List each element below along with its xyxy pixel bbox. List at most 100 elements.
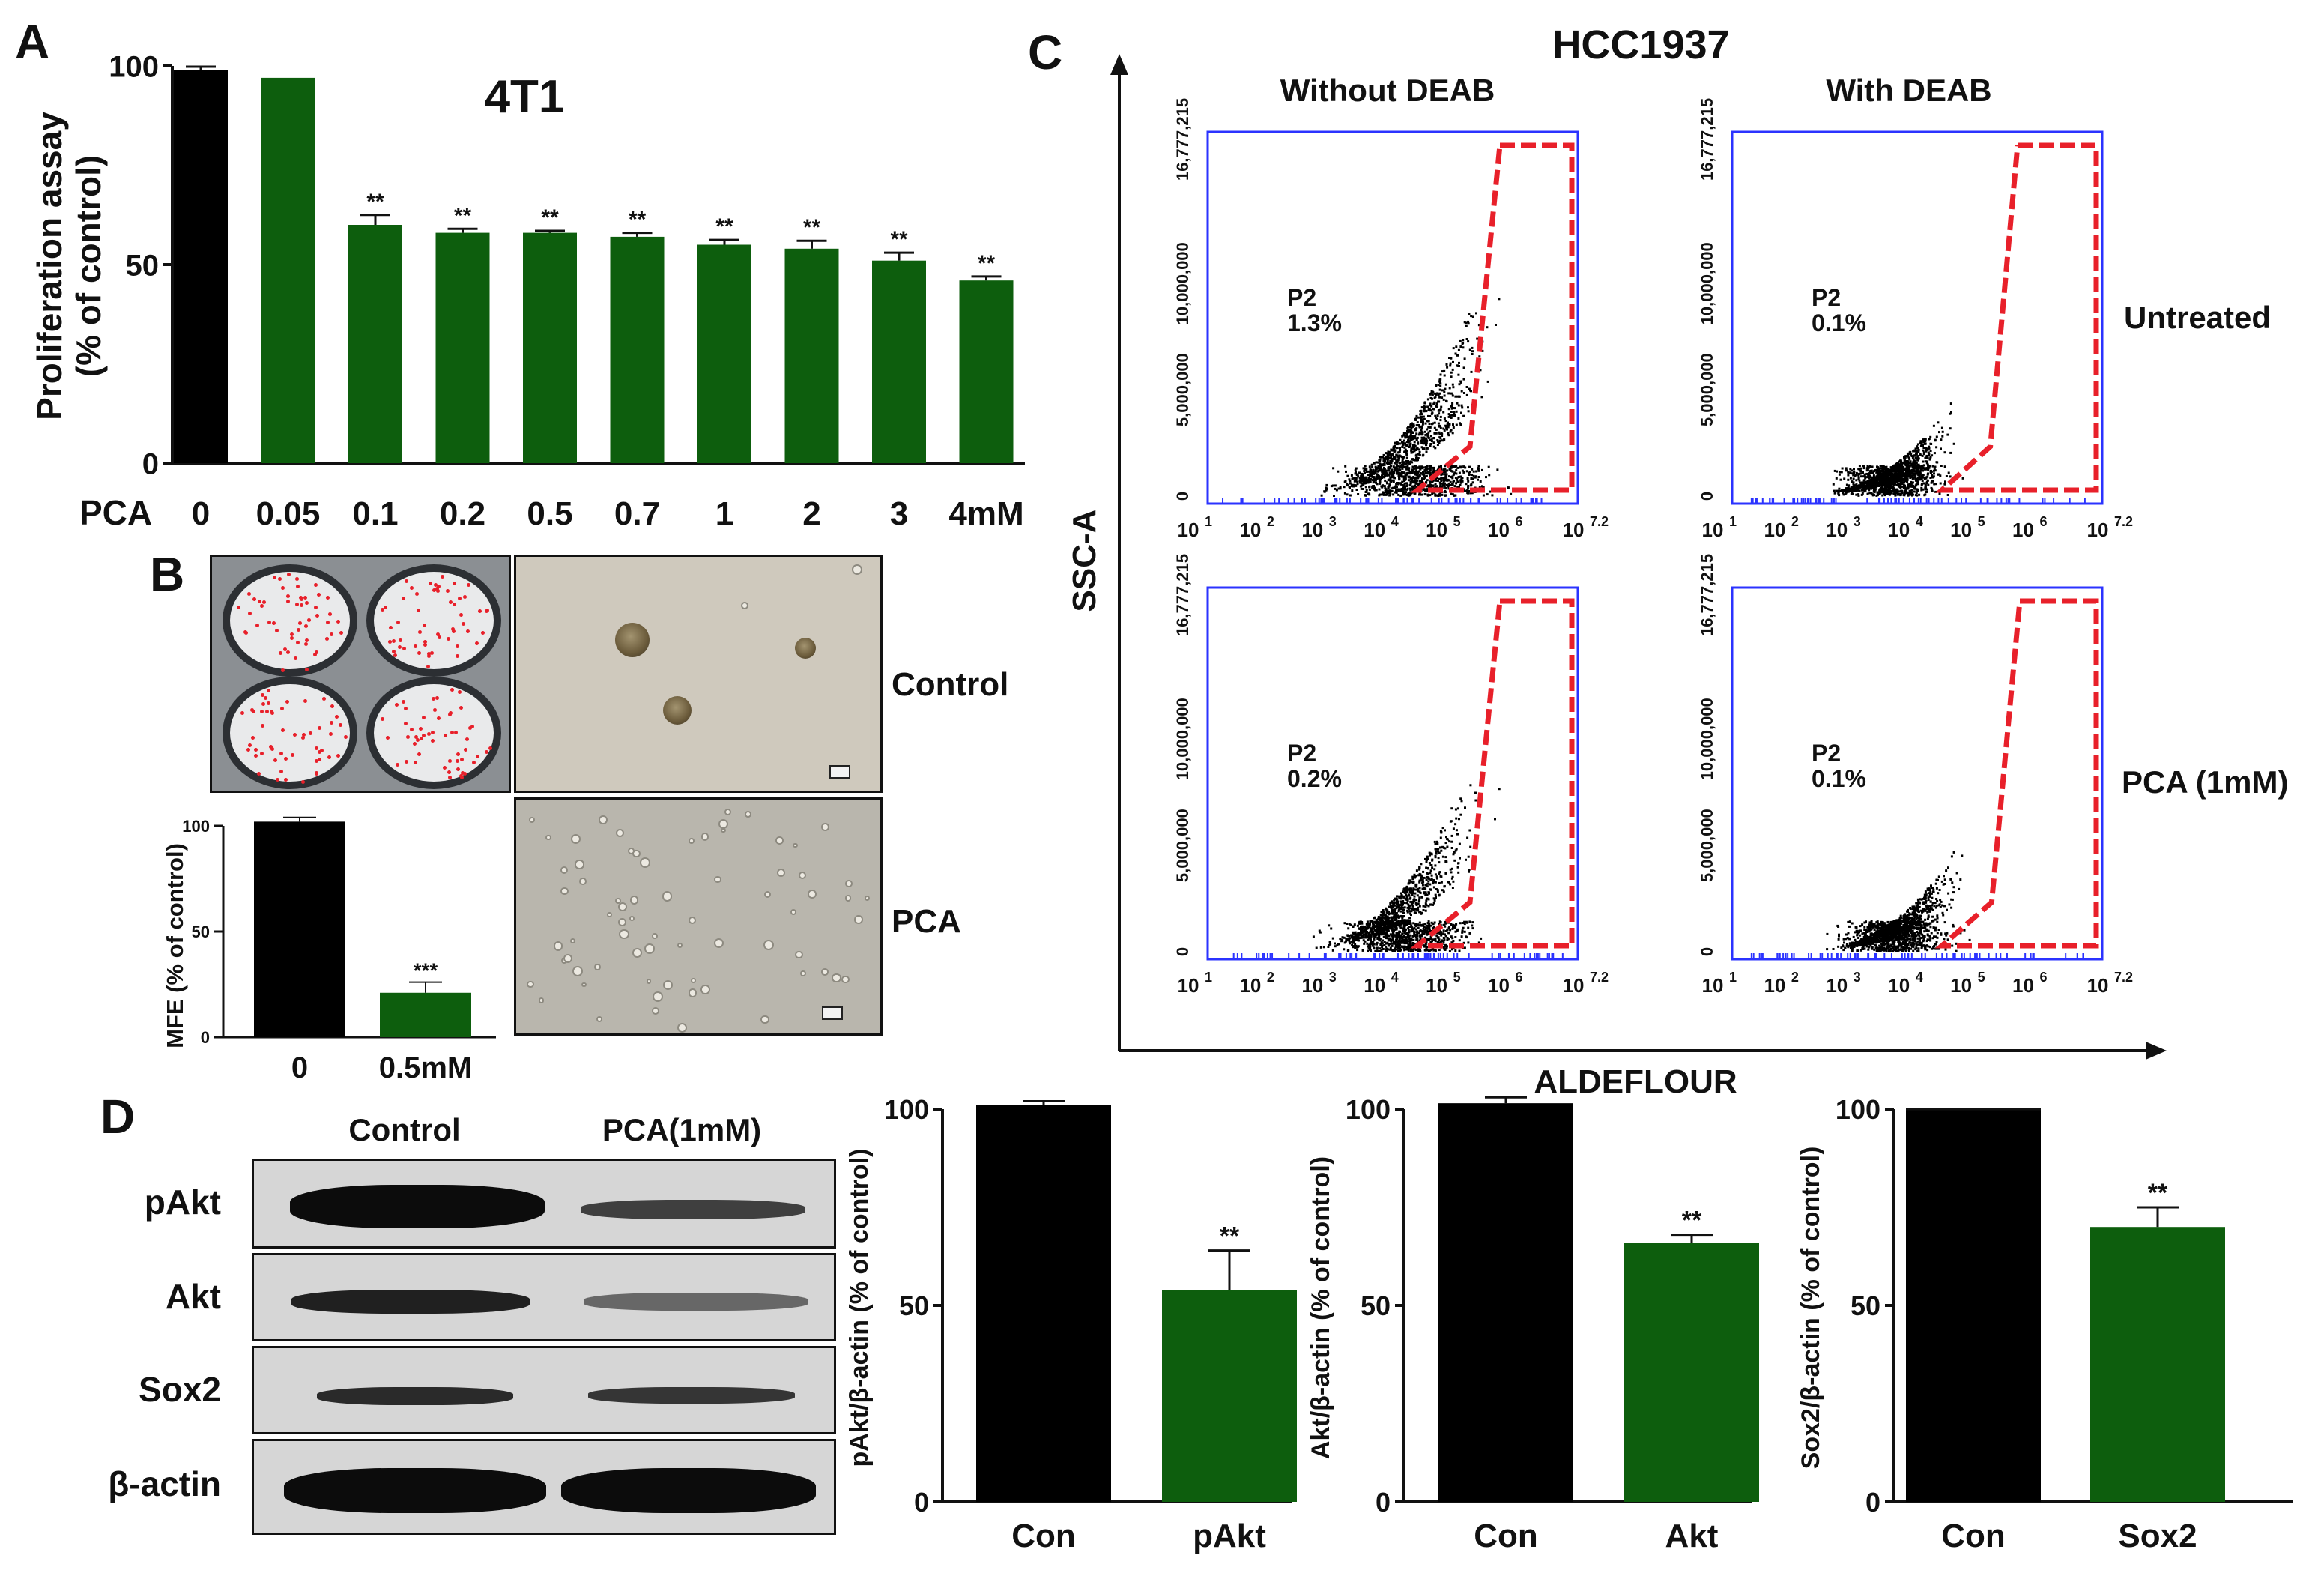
flow-event [1353, 480, 1356, 483]
flow-event [1436, 840, 1438, 843]
flow-event [1459, 380, 1462, 383]
flow-event [1389, 948, 1392, 951]
flow-event [1366, 920, 1369, 923]
flow-event [1373, 946, 1376, 949]
flow-event [1447, 413, 1450, 416]
flow-event [1384, 491, 1387, 494]
flow-event [1467, 487, 1470, 490]
flow-event [1481, 349, 1484, 352]
flow-event [1456, 395, 1459, 398]
flow-event [1912, 472, 1915, 475]
flow-event [1399, 936, 1402, 939]
flow-event [1408, 484, 1411, 487]
flow-event [1907, 456, 1910, 459]
flow-event [1407, 929, 1410, 932]
flow-event [1430, 412, 1433, 415]
flow-event [1400, 456, 1403, 459]
flow-event [1456, 807, 1459, 810]
flow-event [1425, 444, 1428, 447]
flow-event [1407, 437, 1410, 440]
flow-event [1379, 932, 1382, 935]
flow-event [1447, 881, 1450, 884]
flow-event [1940, 465, 1943, 467]
flow-event [1471, 492, 1474, 495]
flow-event [1455, 423, 1458, 426]
flow-event [1386, 909, 1389, 912]
flow-event [1498, 788, 1501, 791]
flow-event [1481, 485, 1483, 488]
flow-event [1452, 480, 1455, 483]
flow-event [1401, 446, 1404, 448]
flow-event [1331, 937, 1334, 940]
flow-event [1415, 469, 1418, 472]
flow-event [1352, 939, 1355, 942]
flow-event [1922, 469, 1924, 472]
flow-event [1411, 903, 1414, 906]
flow-event [1925, 491, 1928, 494]
significance-mark: ** [715, 214, 733, 239]
flow-event [1426, 420, 1429, 423]
flow-event [1442, 427, 1445, 430]
flow-event [1339, 938, 1342, 941]
flow-event [1379, 469, 1382, 472]
flow-event [1932, 469, 1935, 472]
flow-event [1441, 473, 1444, 476]
flow-event [1420, 409, 1423, 412]
flow-event [1462, 941, 1465, 944]
flow-event [1368, 471, 1371, 474]
flow-event [1446, 366, 1449, 369]
flow-event [1911, 456, 1914, 459]
flow-event [1851, 469, 1853, 472]
flow-event [1401, 489, 1404, 492]
flow-event [1405, 472, 1408, 475]
flow-event [1403, 480, 1405, 483]
flow-event [1855, 487, 1858, 490]
significance-mark: ** [541, 205, 559, 230]
flow-event [1377, 465, 1380, 468]
x-tick-exponent: 6 [2040, 970, 2048, 985]
flow-event [1436, 842, 1439, 845]
flow-event [1903, 480, 1906, 483]
flow-event [1420, 446, 1423, 449]
flow-event [1450, 416, 1453, 419]
flow-event [1411, 486, 1414, 489]
flow-event [1443, 885, 1446, 888]
panel-label-c: C [1028, 25, 1062, 79]
p2-gate [1934, 142, 2099, 493]
flow-event [1507, 486, 1510, 489]
flow-event [1858, 489, 1861, 492]
flow-event [1426, 485, 1429, 488]
flow-event [1394, 901, 1397, 904]
flow-event [1449, 362, 1452, 365]
flow-event [1881, 474, 1884, 477]
flow-event [1418, 480, 1421, 483]
flow-event [1381, 470, 1384, 473]
flow-event [1401, 915, 1404, 918]
flow-event [1411, 470, 1414, 473]
flow-event [1929, 471, 1932, 474]
flow-event [1929, 477, 1932, 479]
x-tick-exponent: 4 [1391, 970, 1399, 985]
flow-event [1360, 487, 1363, 490]
flow-event [1455, 472, 1458, 475]
flow-event [1447, 432, 1450, 435]
flow-event [1440, 875, 1443, 878]
flow-event [1917, 947, 1920, 950]
flow-event [1399, 897, 1402, 900]
flow-event [1410, 902, 1413, 905]
flow-event [1427, 920, 1430, 923]
flow-event [1427, 877, 1430, 880]
flow-event [1402, 906, 1405, 909]
flow-event [1423, 493, 1426, 496]
flow-event [1423, 887, 1426, 890]
flow-event [1884, 468, 1886, 470]
flow-event [1419, 468, 1422, 471]
flow-event [1462, 471, 1465, 474]
flow-event [1449, 929, 1452, 932]
flow-event [1949, 412, 1952, 415]
flow-event [1925, 482, 1928, 485]
flow-event [1398, 451, 1400, 454]
flow-event [1399, 900, 1402, 903]
flow-event [1394, 908, 1397, 911]
